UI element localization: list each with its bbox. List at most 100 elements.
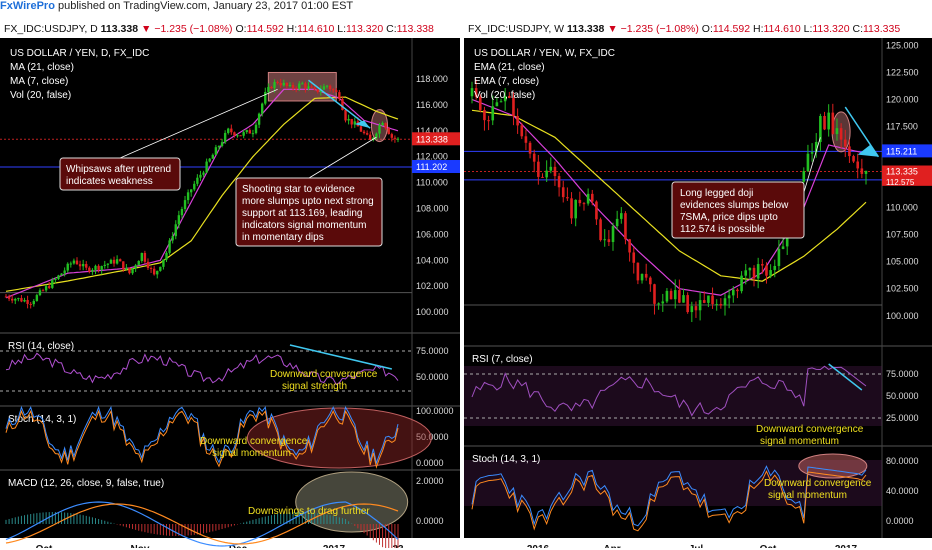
candle-body — [335, 90, 338, 93]
shooting-star-annotation-text: support at 113.169, leading — [242, 208, 362, 219]
candle-body — [220, 142, 224, 147]
candle-body — [723, 298, 727, 306]
price-tick-label: 102.500 — [886, 284, 919, 294]
candle-body — [603, 239, 607, 241]
publish-info: published on TradingView.com, January 23… — [54, 0, 354, 12]
candle-body — [174, 224, 177, 237]
weekly-chart-svg[interactable]: 2016 Apr Jul Oct 2017 125.000 122.500 120.000 11… — [464, 38, 932, 548]
stoch-tick-label: 100.0000 — [416, 406, 454, 416]
candle-body — [32, 300, 35, 305]
ema-7-line — [471, 98, 867, 296]
candle-body — [649, 277, 652, 285]
stoch-tick-label: 0.0000 — [416, 458, 444, 468]
price-tick-label: 106.000 — [416, 229, 449, 239]
candle-body — [211, 154, 215, 159]
candle-body — [257, 113, 261, 125]
candle-body — [109, 259, 113, 264]
stoch-highlight — [798, 453, 868, 479]
price-tick-label: 125.000 — [886, 40, 919, 50]
legend-entry: Vol (20, false) — [474, 90, 535, 101]
candle-body — [282, 82, 285, 86]
candle-body — [322, 86, 326, 90]
price-tick-label: 108.000 — [416, 203, 449, 213]
candle-body — [44, 286, 48, 291]
stoch-d-line — [471, 470, 867, 532]
candle-body — [557, 176, 561, 188]
candle-body — [570, 198, 573, 219]
weekly-symbol[interactable]: FX_IDC:USDJPY, W — [468, 23, 565, 35]
stoch-note: Downward convergence — [200, 436, 308, 447]
candle-body — [819, 115, 822, 142]
stoch-label: Stoch (14, 3, 1) — [472, 454, 540, 465]
weekly-chart-panel[interactable]: FX_IDC:USDJPY, W 113.338 ▼ −1.235 (−1.08… — [464, 20, 932, 548]
brand-name[interactable]: FxWirePro — [0, 0, 55, 12]
candle-body — [51, 279, 54, 288]
candle-body — [23, 300, 26, 302]
time-tick-label: 2017 — [323, 544, 346, 548]
candle-body — [115, 259, 119, 264]
candle-body — [483, 109, 486, 121]
daily-symbol[interactable]: FX_IDC:USDJPY, D — [4, 23, 98, 35]
rsi-line — [5, 352, 399, 386]
candle-body — [307, 86, 310, 89]
candle-body — [561, 187, 565, 198]
candle-body — [245, 130, 248, 133]
candle-body — [632, 252, 636, 263]
doji-annotation-pointer — [803, 137, 821, 193]
daily-change-arrow: ▼ — [140, 23, 152, 35]
candle-body — [137, 260, 140, 266]
candle-body — [162, 259, 165, 267]
candle-body — [806, 153, 810, 172]
candle-body — [537, 161, 540, 177]
level-marker-label: 115.211 — [886, 146, 917, 156]
candle-body — [640, 273, 644, 281]
daily-change: −1.235 (−1.08%) — [154, 23, 233, 35]
candle-body — [251, 133, 255, 135]
candle-body — [761, 264, 764, 266]
whipsaw-annotation-box — [59, 157, 181, 191]
daily-symbol-header: FX_IDC:USDJPY, D 113.338 ▼ −1.235 (−1.08… — [0, 20, 460, 38]
rsi-arrow — [289, 344, 392, 370]
macd-note: Downswings to drag further — [248, 506, 370, 517]
candle-body — [146, 261, 150, 268]
time-tick-label: 2017 — [835, 544, 858, 548]
level-marker-label: 111.202 — [416, 162, 447, 172]
candle-body — [574, 199, 577, 219]
legend-entry: Vol (20, false) — [10, 90, 71, 101]
candle-body — [781, 246, 785, 249]
doji-annotation-text: 7SMA, price dips upto — [680, 212, 778, 223]
candle-body — [823, 115, 826, 130]
candle-body — [88, 267, 91, 272]
candle-body — [814, 141, 818, 153]
candle-body — [254, 124, 258, 134]
candle-body — [57, 275, 60, 280]
candle-body — [276, 82, 279, 84]
candle-body — [350, 118, 353, 125]
weekly-low: 113.320 — [812, 23, 850, 35]
doji-annotation-text: Long legged doji — [680, 188, 753, 199]
price-tick-label: 107.500 — [886, 230, 919, 240]
candle-body — [134, 265, 137, 269]
candle-body — [478, 96, 482, 110]
candle-body — [545, 170, 548, 178]
candle-body — [624, 213, 627, 240]
candle-body — [183, 200, 187, 209]
candle-body — [4, 296, 8, 298]
weekly-close: 113.335 — [862, 23, 901, 35]
candle-body — [85, 264, 88, 268]
legend-entry: MA (21, close) — [10, 62, 74, 73]
daily-chart-panel[interactable]: FX_IDC:USDJPY, D 113.338 ▼ −1.235 (−1.08… — [0, 20, 460, 548]
candle-body — [103, 264, 106, 267]
candle-body — [159, 266, 162, 271]
candle-body — [63, 270, 66, 274]
candle-body — [7, 296, 11, 299]
rsi-label: RSI (7, close) — [472, 354, 533, 365]
weekly-change-arrow: ▼ — [607, 23, 618, 35]
daily-high: 114.610 — [297, 23, 335, 35]
daily-chart-svg[interactable]: OctNovDec201723118.000116.000114.000112.… — [0, 38, 460, 548]
candle-body — [149, 267, 153, 269]
candle-body — [196, 177, 199, 184]
rsi-line — [471, 365, 867, 417]
candle-body — [582, 203, 586, 205]
candle-body — [599, 219, 602, 241]
